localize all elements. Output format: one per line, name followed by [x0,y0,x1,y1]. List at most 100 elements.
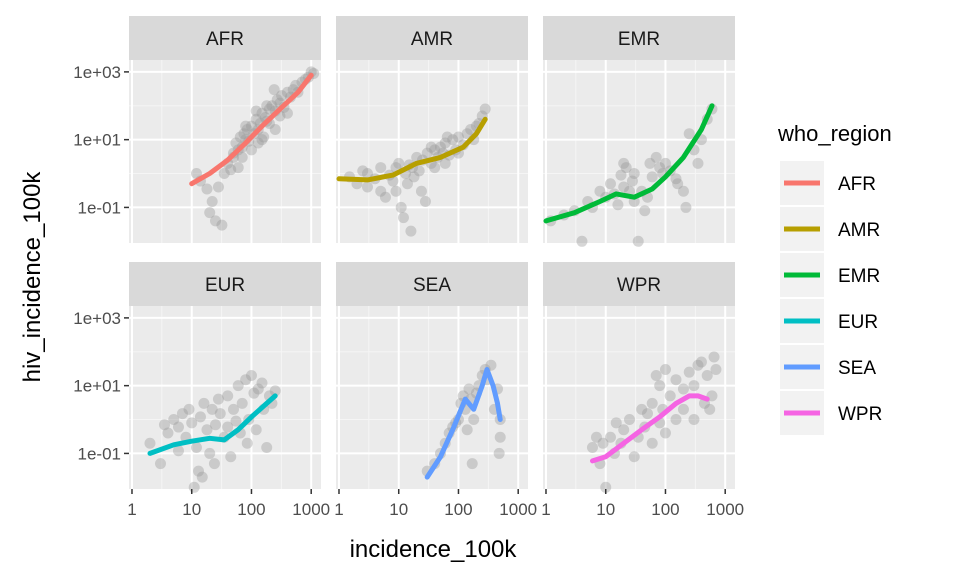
data-point [692,359,704,371]
data-point [256,134,268,146]
data-point [623,414,635,426]
data-point [198,397,210,409]
x-tick-label: 10 [389,500,408,519]
x-tick-label: 1000 [706,500,744,519]
data-point [628,168,640,180]
data-point [225,164,237,176]
y-tick-label: 1e-01 [78,444,121,463]
x-tick-label: 100 [444,500,472,519]
y-tick-label: 1e+03 [73,309,121,328]
data-point [258,131,270,143]
data-point [413,165,425,177]
data-point [218,168,230,180]
data-point [650,369,662,381]
data-point [429,162,441,174]
data-point [494,431,506,443]
facet-strip [129,262,321,306]
data-point [250,105,262,117]
data-point [250,113,262,125]
data-point [212,393,224,405]
data-point [466,458,478,470]
data-point [176,408,188,420]
data-point [597,437,609,449]
data-point [193,465,205,477]
data-point [236,151,248,163]
data-point [393,157,405,169]
facet-emr: EMR [543,16,735,247]
legend-item-label: SEA [838,358,876,379]
data-point [620,162,632,174]
data-point [401,178,413,190]
smooth-line-sea [424,367,503,480]
data-point [190,441,202,453]
data-point [604,431,616,443]
data-point [232,380,244,392]
data-point [225,451,237,463]
data-point [230,415,242,427]
data-point [261,100,273,112]
x-tick-label: 1 [541,500,550,519]
facet-strip-label: EMR [618,29,660,50]
data-point [186,417,198,429]
panel-background [129,60,321,243]
data-point [421,147,433,159]
y-axis-title: hiv_incidence_100k [19,171,46,383]
data-point [683,366,695,378]
panel-background [336,60,528,243]
data-point [214,408,226,420]
data-point [281,107,293,119]
data-point [261,441,273,453]
data-point [201,424,213,436]
legend-item-label: AFR [838,174,876,195]
facet-afr: AFR [129,16,321,243]
data-point [241,123,253,135]
data-point [245,120,257,132]
facet-sea: SEA [336,262,528,489]
x-tick-label: 1000 [499,500,537,519]
data-point [644,157,656,169]
data-point [240,120,252,132]
data-point [206,403,218,415]
data-point [683,128,695,140]
data-point [493,447,505,459]
data-point [172,421,184,433]
data-point [397,212,409,224]
data-point [222,390,234,402]
legend-item-eur: EUR [780,299,878,343]
data-point [586,441,598,453]
data-point [618,424,630,436]
data-point [408,171,420,183]
data-point [201,183,213,195]
data-point [646,171,658,183]
data-point [168,414,180,426]
facet-strip-label: AFR [206,29,244,50]
data-point [632,235,644,247]
data-point [375,185,387,197]
facet-amr: AMR [336,16,528,243]
data-point [158,419,170,431]
data-point [688,414,700,426]
data-point [250,424,262,436]
facet-wpr: WPR [543,262,735,493]
data-point [236,397,248,409]
data-point [234,131,246,143]
data-point [465,123,477,135]
legend-title: who_region [777,121,892,146]
data-point [654,380,666,392]
data-point [479,103,491,115]
data-point [646,437,658,449]
data-point [252,383,264,395]
data-point [670,173,682,185]
data-point [395,201,407,213]
data-point [628,451,640,463]
smooth-line-eur [147,393,278,456]
data-point [664,390,676,402]
data-point [216,219,228,231]
data-point [692,157,704,169]
data-point [162,427,174,439]
data-point [269,385,281,397]
data-point [576,235,588,247]
data-point [434,141,446,153]
data-point [415,185,427,197]
data-point [701,369,713,381]
